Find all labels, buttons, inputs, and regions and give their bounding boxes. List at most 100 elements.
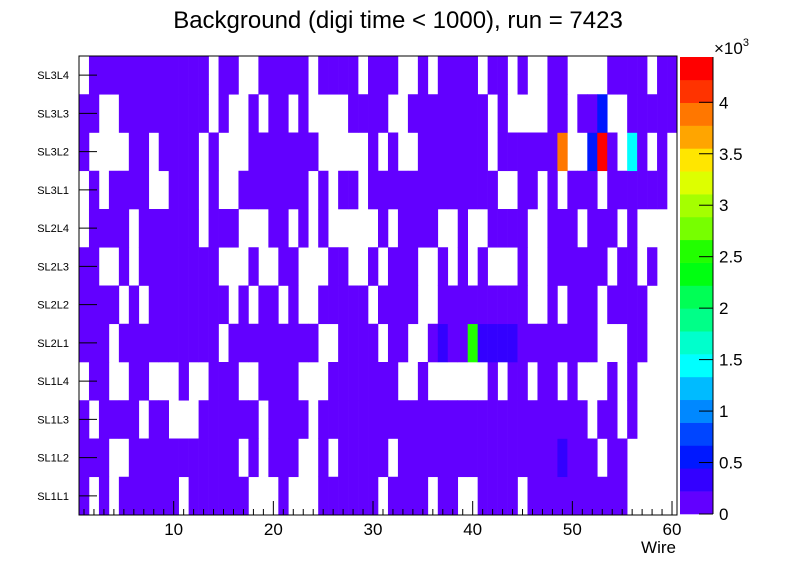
heatmap-cell xyxy=(587,170,598,210)
heatmap-cell xyxy=(407,247,419,286)
heatmap-cell xyxy=(348,400,359,439)
colorbar-tick-label: 2 xyxy=(719,299,728,318)
heatmap-cell xyxy=(567,247,578,286)
heatmap-cell xyxy=(527,170,538,210)
heatmap-cell xyxy=(607,362,618,401)
heatmap-cell xyxy=(407,285,419,325)
colorbar-level xyxy=(680,285,713,309)
heatmap-cell xyxy=(118,56,130,95)
heatmap-cell xyxy=(168,285,179,325)
heatmap-cell xyxy=(637,285,648,325)
heatmap-cell xyxy=(268,94,279,133)
heatmap-cell xyxy=(108,170,120,210)
heatmap-cell xyxy=(597,247,608,286)
heatmap-cell xyxy=(527,476,538,516)
heatmap-cell xyxy=(178,170,189,210)
heatmap-cell xyxy=(427,132,439,172)
heatmap-cell xyxy=(437,323,449,363)
heatmap-cell xyxy=(338,170,349,210)
heatmap-cell xyxy=(138,438,150,478)
heatmap-cell xyxy=(537,323,548,363)
heatmap-cell xyxy=(627,285,638,325)
heatmap-cell xyxy=(487,323,498,363)
heatmap-cell xyxy=(507,323,518,363)
heatmap-cell xyxy=(188,56,199,95)
heatmap-cell xyxy=(607,170,618,210)
heatmap-cell xyxy=(278,170,289,210)
heatmap-cell xyxy=(437,476,449,516)
heatmap-cell xyxy=(477,476,488,516)
heatmap-cell xyxy=(477,323,488,363)
heatmap-cell xyxy=(497,400,508,439)
heatmap-cell xyxy=(637,132,648,172)
heatmap-cell xyxy=(268,285,279,325)
heatmap-cell xyxy=(457,132,468,172)
heatmap-cell xyxy=(238,170,249,210)
heatmap-cell xyxy=(368,132,379,172)
heatmap-cell xyxy=(497,56,508,95)
colorbar-level xyxy=(680,239,713,263)
heatmap-cell xyxy=(268,438,279,478)
heatmap-cell xyxy=(288,247,299,286)
y-tick-label: SL1L3 xyxy=(37,414,69,426)
x-tick-label: 50 xyxy=(563,520,582,539)
heatmap-cell xyxy=(238,476,249,516)
heatmap-cell xyxy=(517,132,528,172)
heatmap-cell xyxy=(477,132,488,172)
heatmap-cell xyxy=(168,323,179,363)
heatmap-cell xyxy=(268,362,279,401)
heatmap-cell xyxy=(517,362,528,401)
heatmap-cell xyxy=(567,209,578,248)
heatmap-cell xyxy=(487,362,498,401)
heatmap-cell xyxy=(427,323,439,363)
heatmap-cell xyxy=(368,323,379,363)
heatmap-cell xyxy=(527,323,538,363)
colorbar-level xyxy=(680,57,713,81)
heatmap-cell xyxy=(148,94,160,133)
heatmap-cell xyxy=(387,132,399,172)
heatmap-cell xyxy=(268,132,279,172)
heatmap-cell xyxy=(298,132,309,172)
heatmap-cell xyxy=(168,476,179,516)
heatmap-cell xyxy=(338,438,349,478)
heatmap-cell xyxy=(457,400,468,439)
heatmap-cell xyxy=(437,438,449,478)
heatmap-cell xyxy=(577,285,588,325)
heatmap-cell xyxy=(178,209,189,248)
heatmap-cell xyxy=(98,400,110,439)
colorbar-level xyxy=(680,148,713,172)
heatmap-cell xyxy=(218,476,229,516)
heatmap-cell xyxy=(447,323,459,363)
heatmap-cell xyxy=(158,285,169,325)
heatmap-cell xyxy=(158,94,169,133)
x-axis: 10 20 30 40 50 60 xyxy=(83,501,681,539)
heatmap-cell xyxy=(238,285,249,325)
heatmap-cell xyxy=(228,438,239,478)
heatmap-cell xyxy=(358,400,369,439)
heatmap-cell xyxy=(148,209,160,248)
colorbar-tick-label: 1.5 xyxy=(719,351,743,370)
heatmap-cell xyxy=(258,362,269,401)
heatmap-cell xyxy=(547,132,558,172)
heatmap-cell xyxy=(497,209,508,248)
x-tick-label: 10 xyxy=(164,520,183,539)
heatmap-cell xyxy=(218,400,229,439)
heatmap-cell xyxy=(378,362,389,401)
heatmap-cell xyxy=(617,247,628,286)
heatmap-cell xyxy=(368,94,379,133)
heatmap-cell xyxy=(108,56,120,95)
heatmap-cell xyxy=(248,400,259,439)
heatmap-cell xyxy=(348,438,359,478)
heatmap-cell xyxy=(517,170,528,210)
colorbar-level xyxy=(680,216,713,241)
heatmap-cell xyxy=(178,247,189,286)
heatmap-cell xyxy=(268,323,279,363)
heatmap-cell xyxy=(547,362,558,401)
heatmap-cell xyxy=(358,362,369,401)
heatmap-cell xyxy=(138,132,150,172)
heatmap-cell xyxy=(497,285,508,325)
heatmap-cell xyxy=(278,209,289,248)
heatmap-cell xyxy=(427,438,439,478)
heatmap-cell xyxy=(128,132,140,172)
colorbar-level xyxy=(680,102,713,126)
